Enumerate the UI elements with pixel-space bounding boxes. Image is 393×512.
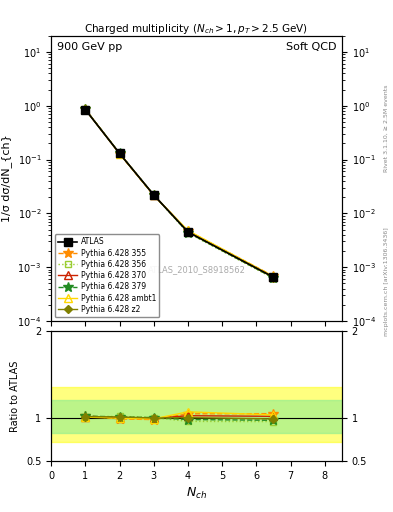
Pythia 6.428 355 [117,151,122,157]
Text: Soft QCD: Soft QCD [286,41,336,52]
Line: ATLAS: ATLAS [81,105,277,281]
Pythia 6.428 ambt1 [83,106,88,113]
ATLAS [185,229,190,235]
Pythia 6.428 356 [83,106,88,113]
Pythia 6.428 355 [83,106,88,112]
Pythia 6.428 355 [151,193,156,199]
Pythia 6.428 356 [185,230,190,236]
Pythia 6.428 379 [185,229,190,236]
Pythia 6.428 z2 [83,106,88,113]
Line: Pythia 6.428 355: Pythia 6.428 355 [81,104,278,281]
Pythia 6.428 z2 [117,150,122,156]
Pythia 6.428 ambt1 [117,151,122,157]
Pythia 6.428 379 [83,106,88,112]
ATLAS [151,192,156,198]
Pythia 6.428 356 [117,150,122,156]
Legend: ATLAS, Pythia 6.428 355, Pythia 6.428 356, Pythia 6.428 370, Pythia 6.428 379, P: ATLAS, Pythia 6.428 355, Pythia 6.428 35… [55,234,159,317]
Pythia 6.428 370 [271,274,276,280]
Y-axis label: Ratio to ATLAS: Ratio to ATLAS [11,360,20,432]
Pythia 6.428 379 [271,275,276,281]
Line: Pythia 6.428 379: Pythia 6.428 379 [81,104,278,283]
Pythia 6.428 370 [185,228,190,234]
X-axis label: $N_{ch}$: $N_{ch}$ [186,486,207,501]
Title: Charged multiplicity ($N_{ch}>1, p_T>2.5$ GeV): Charged multiplicity ($N_{ch}>1, p_T>2.5… [84,22,309,36]
Text: 900 GeV pp: 900 GeV pp [57,41,122,52]
Text: mcplots.cern.ch [arXiv:1306.3436]: mcplots.cern.ch [arXiv:1306.3436] [384,227,389,336]
ATLAS [117,151,122,157]
Pythia 6.428 379 [117,150,122,156]
Y-axis label: 1/σ dσ/dN_{ch}: 1/σ dσ/dN_{ch} [1,135,12,222]
Pythia 6.428 ambt1 [185,227,190,233]
Pythia 6.428 370 [117,151,122,157]
Pythia 6.428 370 [151,192,156,198]
Pythia 6.428 356 [271,275,276,281]
Pythia 6.428 z2 [185,229,190,235]
Pythia 6.428 370 [83,106,88,113]
Pythia 6.428 355 [271,273,276,279]
Pythia 6.428 355 [185,228,190,234]
Pythia 6.428 z2 [271,274,276,281]
Line: Pythia 6.428 356: Pythia 6.428 356 [82,106,277,282]
Text: Rivet 3.1.10, ≥ 2.5M events: Rivet 3.1.10, ≥ 2.5M events [384,84,389,172]
Bar [51,388,342,442]
Bar [51,400,342,433]
ATLAS [83,106,88,113]
Pythia 6.428 z2 [151,192,156,198]
Pythia 6.428 356 [151,192,156,198]
Line: Pythia 6.428 370: Pythia 6.428 370 [81,105,277,281]
Text: ATLAS_2010_S8918562: ATLAS_2010_S8918562 [147,265,246,274]
Pythia 6.428 ambt1 [151,192,156,198]
Pythia 6.428 ambt1 [271,273,276,280]
Line: Pythia 6.428 ambt1: Pythia 6.428 ambt1 [81,105,277,281]
Pythia 6.428 379 [151,192,156,198]
Line: Pythia 6.428 z2: Pythia 6.428 z2 [83,106,276,280]
ATLAS [271,274,276,280]
